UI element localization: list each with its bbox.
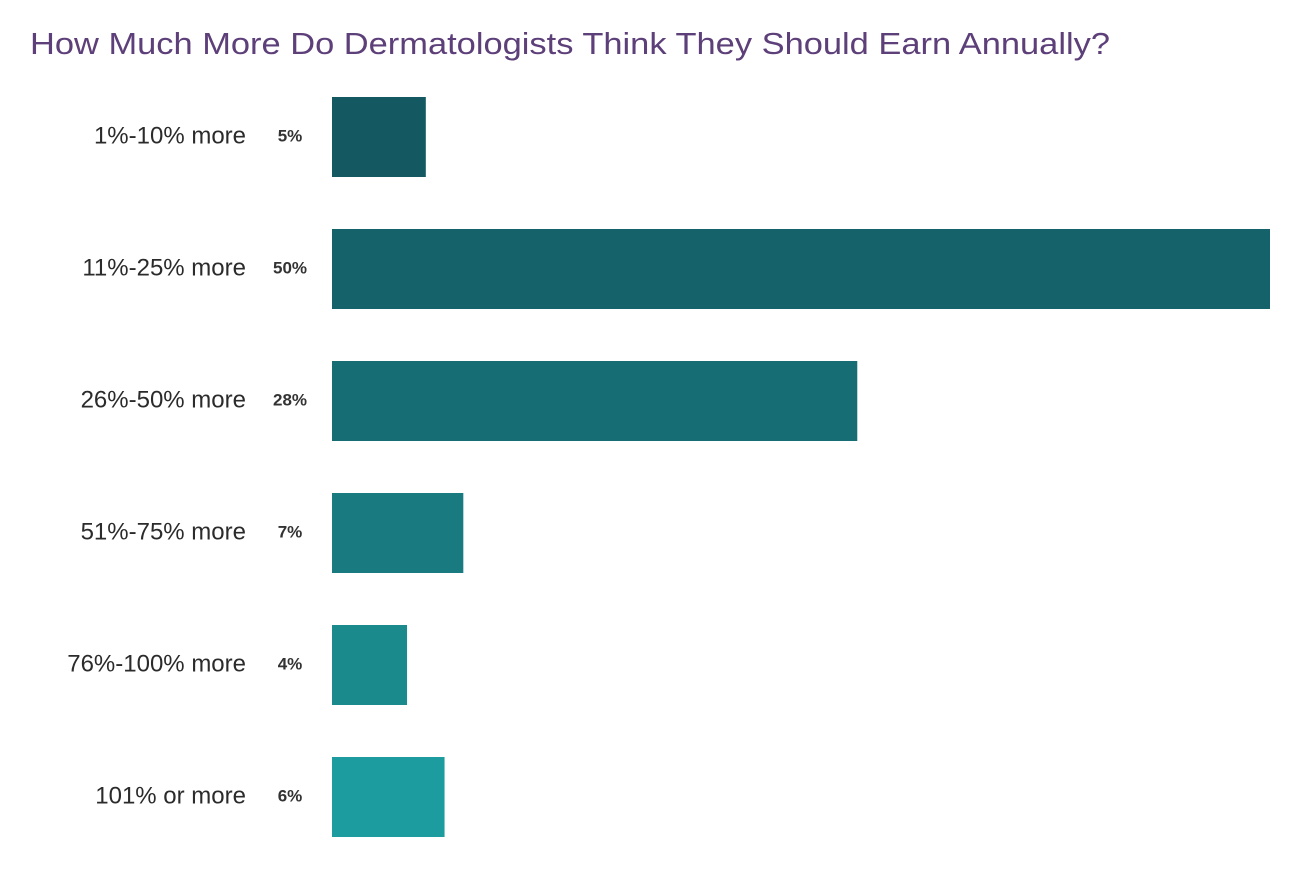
value-label: 4% (278, 654, 303, 673)
category-label: 51%-75% more (81, 518, 246, 545)
bar (332, 361, 858, 441)
value-label: 5% (278, 126, 303, 145)
value-label: 50% (273, 258, 307, 277)
category-label: 1%-10% more (94, 122, 246, 149)
bar (332, 757, 445, 837)
bar (332, 229, 1270, 309)
bar (332, 97, 426, 177)
value-label: 28% (273, 390, 307, 409)
value-label: 6% (278, 786, 303, 805)
category-label: 26%-50% more (81, 386, 246, 413)
bar (332, 493, 464, 573)
category-label: 101% or more (95, 782, 246, 809)
chart-title: How Much More Do Dermatologists Think Th… (30, 26, 1110, 61)
category-label: 11%-25% more (82, 254, 246, 281)
bar (332, 625, 408, 705)
value-label: 7% (278, 522, 303, 541)
category-label: 76%-100% more (67, 650, 246, 677)
